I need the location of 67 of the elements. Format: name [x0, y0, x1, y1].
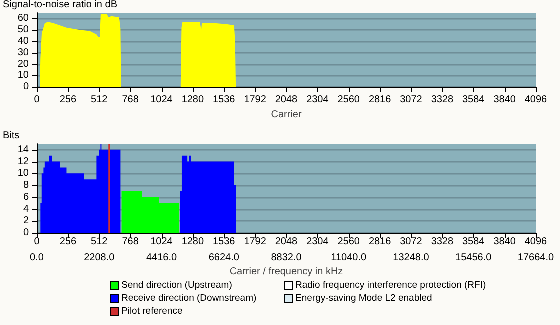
x-tick-label: 3328: [431, 236, 454, 248]
x-tick-label: 1792: [244, 94, 267, 106]
y-tick-label: 2: [23, 216, 30, 227]
x-tick-label: 0: [34, 94, 40, 106]
legend-label: Radio frequency interference protection (RFI): [296, 280, 486, 291]
y-tick-label: 30: [18, 47, 30, 58]
y-tick-label: 0: [23, 228, 30, 238]
x-tick-label: 3328: [431, 94, 454, 106]
x-tick-label: 3840: [494, 236, 516, 248]
legend-label: Pilot reference: [122, 306, 183, 317]
y-tick-label: 4: [23, 204, 30, 215]
x-tick-label: 2816: [368, 94, 392, 106]
x2-tick-label: 17664.0: [518, 252, 555, 264]
x-tick-label: 2560: [338, 236, 360, 248]
x-tick-label: 3584: [462, 94, 486, 106]
x-tick-label: 3072: [400, 236, 423, 248]
x2-tick-label: 2208.0: [84, 252, 116, 264]
x2-tick-label: 15456.0: [456, 252, 492, 264]
x2-tick-label: 4416.0: [146, 252, 178, 264]
x-tick-label: 512: [91, 94, 108, 106]
x-tick-label: 3072: [400, 94, 423, 106]
x-tick-label: 2304: [306, 236, 330, 248]
x-tick-label: 3840: [494, 94, 516, 106]
x-tick-label: 1792: [244, 236, 267, 248]
x2-tick-label: 6624.0: [208, 252, 240, 264]
x-tick-label: 2560: [338, 94, 360, 106]
legend-label: Receive direction (Downstream): [122, 293, 257, 304]
y-tick-label: 10: [18, 70, 30, 82]
y-tick-label: 60: [18, 13, 30, 24]
x-tick-label: 2816: [368, 236, 392, 248]
x2-tick-label: 13248.0: [393, 252, 430, 264]
x2-tick-label: 0.0: [30, 252, 44, 264]
x-tick-label: 768: [122, 94, 140, 106]
x-tick-label: 1024: [150, 236, 174, 248]
y-tick-label: 10: [18, 168, 30, 180]
y-tick-label: 12: [18, 156, 30, 168]
x-axis-title: Carrier: [271, 110, 302, 120]
y-tick-label: 6: [23, 192, 30, 203]
x-tick-label: 256: [60, 94, 77, 106]
x-tick-label: 3584: [462, 236, 486, 248]
y-tick-label: 14: [18, 144, 30, 156]
y-axis-title: Signal-to-noise ratio in dB: [3, 0, 118, 10]
x-tick-label: 512: [91, 236, 108, 248]
x-tick-label: 2304: [306, 94, 330, 106]
x-axis-title: Carrier / frequency in kHz: [230, 266, 344, 278]
legend-label: Send direction (Upstream): [122, 280, 232, 291]
x-tick-label: 256: [60, 236, 77, 248]
y-axis-title: Bits: [3, 130, 20, 142]
x-tick-label: 1024: [150, 94, 174, 106]
y-tick-label: 40: [18, 36, 30, 47]
x-tick-label: 1536: [213, 94, 236, 106]
x-tick-label: 2048: [275, 94, 298, 106]
x-tick-label: 1280: [182, 94, 204, 106]
y-tick-label: 20: [18, 58, 30, 70]
y-tick-label: 0: [23, 82, 30, 93]
x-tick-label: 4096: [524, 94, 548, 106]
x-tick-label: 0: [34, 236, 40, 248]
x-tick-label: 1280: [182, 236, 204, 248]
y-tick-label: 8: [23, 180, 30, 192]
x2-tick-label: 8832.0: [271, 252, 302, 264]
x-tick-label: 768: [122, 236, 140, 248]
x-tick-label: 2048: [275, 236, 298, 248]
y-tick-label: 50: [18, 24, 30, 36]
x-tick-label: 1536: [213, 236, 236, 248]
legend-label: Energy-saving Mode L2 enabled: [296, 293, 432, 304]
x2-tick-label: 11040.0: [331, 252, 368, 264]
x-tick-label: 4096: [524, 236, 548, 248]
